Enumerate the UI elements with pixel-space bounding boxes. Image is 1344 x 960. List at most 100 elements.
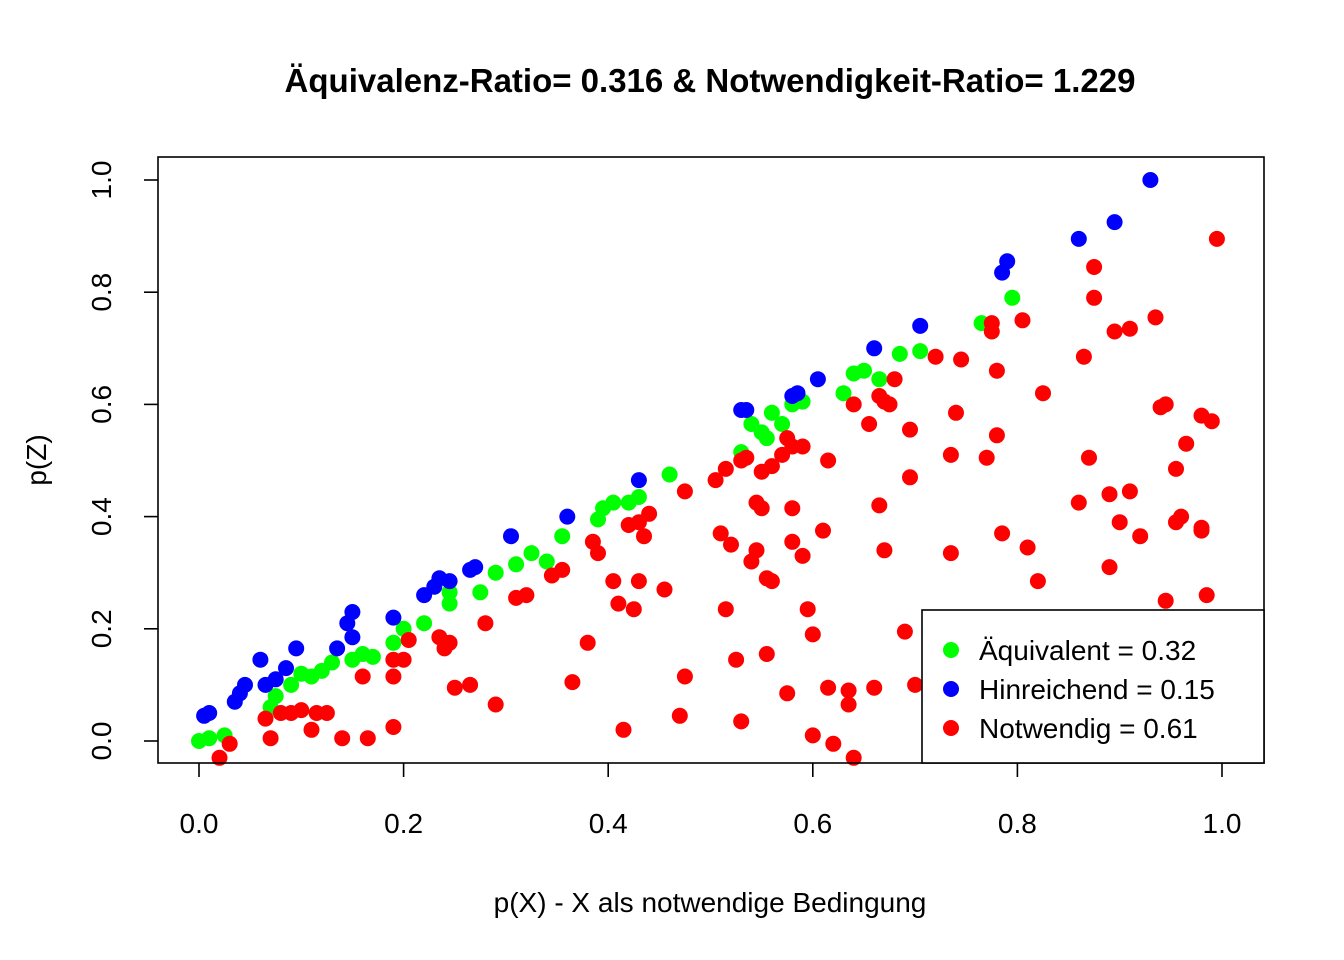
- data-point: [1101, 559, 1118, 576]
- data-point: [1081, 449, 1097, 466]
- data-point: [661, 466, 678, 483]
- data-point: [329, 640, 346, 657]
- data-point: [318, 705, 335, 721]
- data-point: [712, 525, 729, 542]
- data-point: [630, 472, 647, 489]
- data-points: [191, 172, 1225, 766]
- data-point: [988, 427, 1005, 444]
- legend: Äquivalent = 0.32 Hinreichend = 0.15 Notwe…: [921, 609, 1265, 764]
- data-point: [395, 651, 412, 668]
- legend-label: Äquivalent = 0.32: [979, 635, 1196, 666]
- data-point: [779, 685, 796, 702]
- data-point: [636, 528, 652, 545]
- data-point: [201, 705, 218, 721]
- data-point: [748, 542, 765, 559]
- data-point: [942, 446, 959, 463]
- data-point: [344, 629, 361, 646]
- data-point: [758, 430, 775, 447]
- data-point: [1101, 486, 1118, 503]
- plot-frame: [157, 156, 1265, 764]
- data-point: [221, 735, 238, 752]
- data-point: [656, 581, 673, 598]
- data-point: [1168, 460, 1184, 477]
- data-point: [518, 587, 535, 604]
- legend-label: Hinreichend = 0.15: [979, 674, 1215, 705]
- legend-marker: [943, 642, 959, 658]
- y-tick-label: 1.0: [86, 161, 117, 200]
- data-point: [1106, 214, 1123, 231]
- data-point: [385, 719, 402, 735]
- data-point: [288, 640, 305, 657]
- data-point: [738, 402, 755, 418]
- data-point: [871, 497, 888, 514]
- data-point: [717, 601, 734, 618]
- data-point: [467, 559, 484, 576]
- data-point: [784, 500, 801, 517]
- data-point: [1178, 435, 1195, 452]
- data-point: [278, 660, 294, 677]
- data-point: [794, 547, 811, 564]
- data-point: [717, 460, 734, 477]
- data-point: [1203, 413, 1220, 430]
- data-point: [907, 676, 924, 693]
- data-point: [825, 735, 842, 752]
- data-point: [845, 396, 862, 413]
- legend-label: Notwendig = 0.61: [979, 713, 1198, 744]
- data-point: [845, 749, 862, 766]
- data-point: [763, 404, 780, 421]
- data-point: [840, 696, 857, 713]
- data-point: [902, 421, 918, 438]
- data-point: [774, 416, 791, 432]
- data-point: [446, 679, 463, 696]
- data-point: [820, 679, 837, 696]
- data-point: [753, 500, 770, 517]
- x-axis: 0.0 0.2 0.4 0.6 0.8 1.0: [180, 763, 1241, 839]
- data-point: [625, 601, 642, 618]
- data-point: [948, 404, 964, 421]
- series-2: [211, 230, 1225, 766]
- data-point: [1157, 592, 1174, 609]
- data-point: [671, 707, 688, 724]
- data-point: [902, 469, 918, 486]
- data-point: [758, 646, 775, 662]
- y-tick-label: 0.0: [86, 722, 117, 761]
- data-point: [1014, 312, 1031, 329]
- data-point: [385, 634, 402, 651]
- data-point: [835, 385, 852, 402]
- data-point: [881, 396, 898, 413]
- x-tick-label: 0.0: [180, 808, 219, 839]
- data-point: [784, 533, 801, 550]
- data-point: [359, 730, 376, 747]
- data-point: [953, 351, 970, 368]
- data-point: [723, 536, 739, 553]
- data-point: [876, 542, 893, 559]
- data-point: [400, 632, 417, 648]
- data-point: [799, 601, 816, 618]
- data-point: [559, 508, 576, 525]
- data-point: [994, 525, 1011, 542]
- legend-marker: [943, 681, 959, 697]
- data-point: [1004, 289, 1021, 306]
- data-point: [988, 362, 1005, 379]
- data-point: [912, 343, 929, 360]
- data-point: [676, 483, 693, 500]
- data-point: [579, 634, 596, 651]
- data-point: [554, 561, 571, 578]
- x-tick-label: 0.6: [793, 808, 832, 839]
- data-point: [871, 371, 888, 388]
- x-tick-label: 0.2: [384, 808, 423, 839]
- data-point: [866, 340, 883, 357]
- data-point: [487, 564, 504, 581]
- data-point: [262, 730, 279, 747]
- data-point: [472, 584, 489, 601]
- data-point: [441, 584, 458, 601]
- data-point: [283, 676, 300, 693]
- data-point: [303, 721, 320, 738]
- data-point: [1121, 483, 1138, 500]
- data-point: [999, 253, 1016, 270]
- y-tick-label: 0.2: [86, 609, 117, 648]
- data-point: [237, 676, 253, 693]
- y-tick-label: 0.8: [86, 273, 117, 312]
- data-point: [487, 696, 504, 713]
